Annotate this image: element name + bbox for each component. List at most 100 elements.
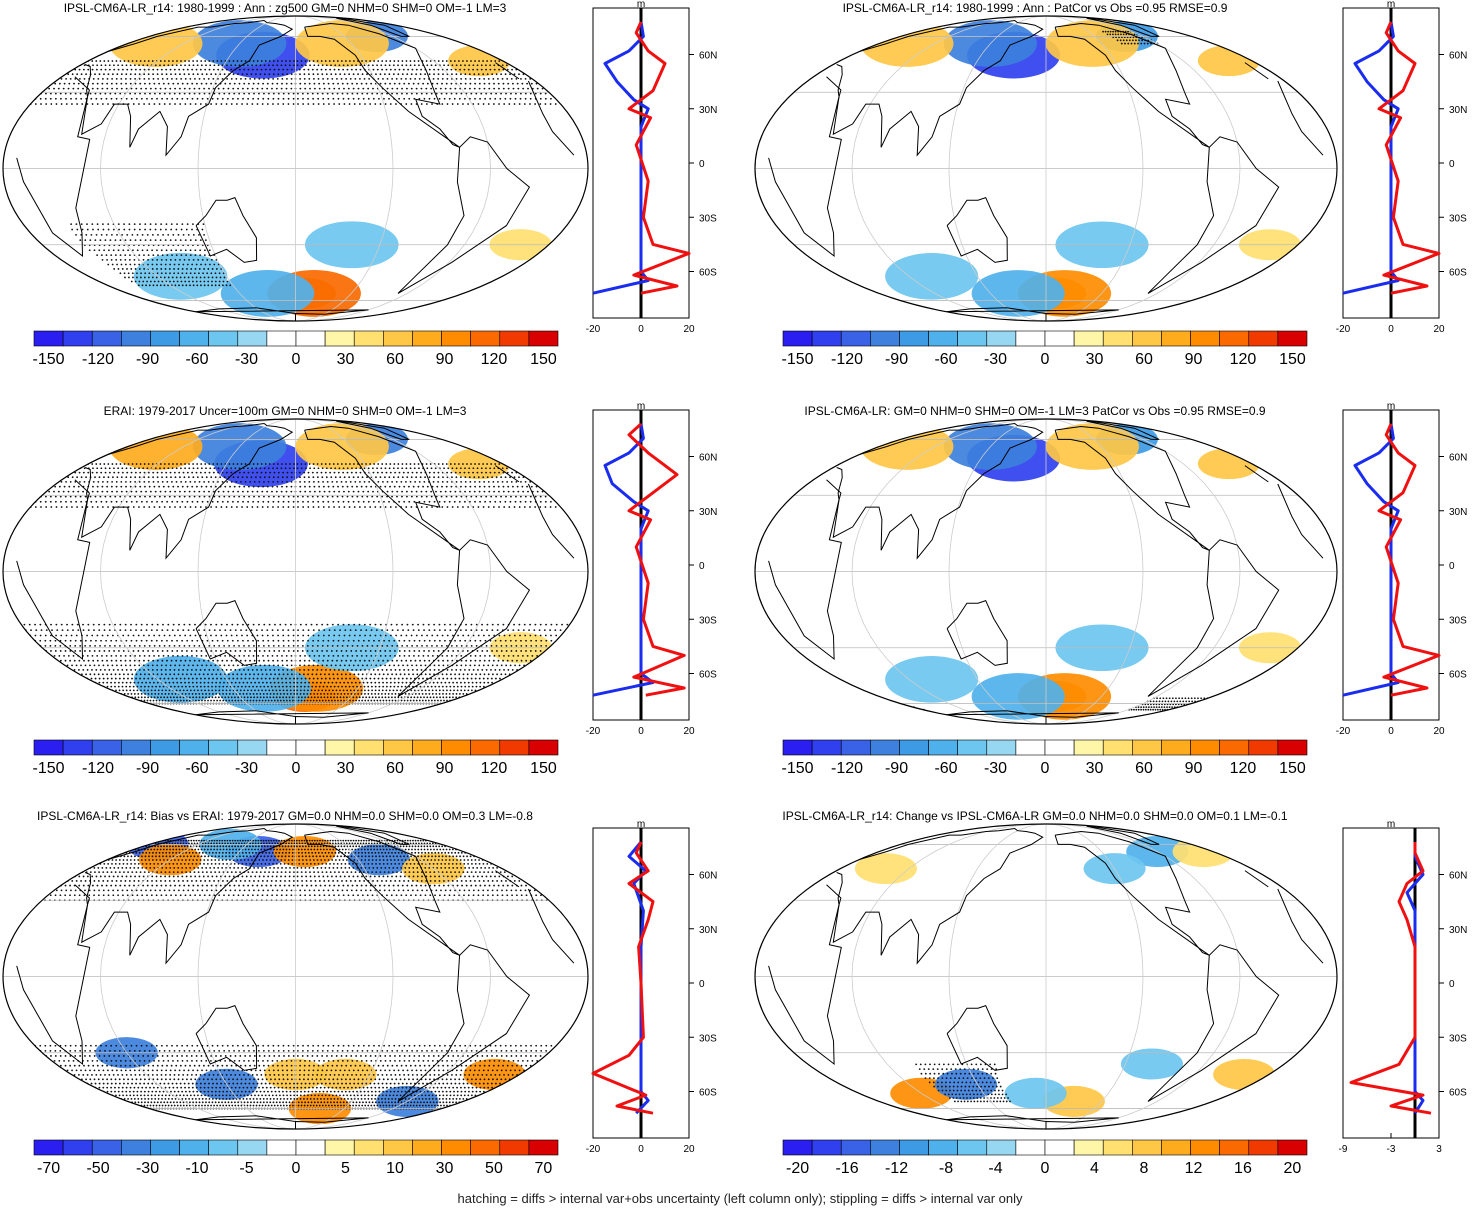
panel-4-coastline-4	[768, 479, 1324, 661]
panel-6-colorbar-label: -8	[939, 1160, 953, 1177]
panel-6-colorbar-swatch	[811, 1139, 842, 1156]
panel-2-title: IPSL-CM6A-LR_r14: 1980-1999 : Ann : PatC…	[843, 1, 1228, 15]
panel-3-colorbar-swatch	[91, 739, 122, 756]
panel-3-stipple-1	[29, 463, 557, 508]
panel-2-colorbar-label: 60	[1135, 351, 1153, 368]
panel-4-coastline-2	[1147, 539, 1280, 697]
panel-5-colorbar-label: 5	[341, 1160, 350, 1177]
panel-2-colorbar-swatch	[840, 330, 871, 347]
panel-6-colorbar-label: 8	[1140, 1160, 1149, 1177]
panel-6-colorbar-label: 16	[1234, 1160, 1252, 1177]
panel-5-stipple-2	[34, 1044, 553, 1110]
panel-2-anomaly-10	[885, 253, 979, 300]
panel-4-title: IPSL-CM6A-LR: GM=0 NHM=0 SHM=0 OM=-1 LM=…	[804, 404, 1265, 418]
panel-2-x-tick: 0	[1388, 324, 1394, 335]
panel-4-colorbar-swatch	[1044, 739, 1075, 756]
panel-4-zonal-profile: m 60N 30N 0 30S 60S -20 0 20	[1336, 401, 1468, 737]
panel-2-profile-unit: m	[1387, 0, 1395, 10]
panel-4: IPSL-CM6A-LR: GM=0 NHM=0 SHM=0 OM=-1 LM=…	[754, 401, 1468, 777]
panel-5-colorbar-swatch	[353, 1139, 384, 1156]
panel-5-colorbar-swatch	[150, 1139, 180, 1156]
panel-4-lon-line	[1045, 419, 1241, 724]
panel-1-title: IPSL-CM6A-LR_r14: 1980-1999 : Ann : zg50…	[64, 1, 507, 15]
panel-3-colorbar-swatch	[237, 739, 268, 756]
panel-6-anomaly-10	[1120, 1048, 1183, 1080]
panel-6-colorbar-swatch	[1073, 1139, 1104, 1156]
panel-3-x-tick: 20	[683, 726, 695, 737]
panel-4-colorbar-label: -150	[782, 760, 814, 777]
panel-3-lon-line	[295, 419, 394, 724]
panel-3-colorbar-swatch	[499, 739, 530, 756]
panel-4-x-tick: -20	[1336, 726, 1351, 737]
panel-1-colorbar-swatch	[383, 330, 413, 347]
panel-6-colorbar-swatch	[1132, 1139, 1162, 1156]
panel-1-coastline-3	[81, 19, 520, 157]
panel-3-lat-tick: 60S	[699, 670, 717, 681]
panel-1-colorbar-swatch	[208, 330, 239, 347]
panel-6-colorbar-swatch	[870, 1139, 900, 1156]
panel-3-anomaly-3	[108, 423, 203, 470]
panel-6-colorbar-swatch	[1219, 1139, 1250, 1156]
panel-5-lat-tick: 30N	[699, 925, 717, 936]
panel-3-coastline-6	[195, 710, 369, 724]
panel-5-colorbar-label: -50	[86, 1160, 109, 1177]
panel-4-colorbar-label: 90	[1185, 760, 1203, 777]
panel-2-profile-blue	[1342, 21, 1400, 295]
panel-5-lat-tick: 30S	[699, 1033, 717, 1044]
panel-4-profile-blue	[1342, 423, 1400, 697]
panel-4-colorbar-swatch	[1102, 739, 1133, 756]
panel-3-colorbar-swatch	[470, 739, 501, 756]
panel-2-coastline-5	[946, 196, 1008, 263]
panel-5-colorbar-swatch	[528, 1139, 559, 1156]
panel-2-lat-tick: 0	[1449, 159, 1455, 170]
panel-2-colorbar-swatch	[1248, 330, 1279, 347]
panel-6-colorbar-label: -20	[786, 1160, 809, 1177]
panel-2-zonal-profile: m 60N 30N 0 30S 60S -20 0 20	[1336, 0, 1468, 335]
panel-6-x-tick: -3	[1387, 1144, 1396, 1155]
panel-1-colorbar-label: 150	[530, 351, 557, 368]
panel-3-zonal-profile: m 60N 30N 0 30S 60S -20 0 20	[586, 401, 718, 737]
panel-1-colorbar-swatch	[412, 330, 442, 347]
panel-4-colorbar-swatch	[1015, 739, 1046, 756]
panel-3-anomaly-9	[217, 664, 311, 712]
panel-4-map-border	[754, 418, 1338, 725]
panel-6-lon-line	[948, 824, 1047, 1129]
panel-2-coastline-1	[1054, 22, 1210, 148]
panel-2-coastline-4	[768, 76, 1324, 258]
panel-1-colorbar-swatch	[179, 330, 209, 347]
panel-1-anomaly-9	[220, 270, 315, 317]
panel-2-lon-line	[851, 16, 1047, 321]
panel-5-colorbar-swatch	[412, 1139, 442, 1156]
panel-2-coastline-3	[832, 19, 1269, 157]
panel-4-profile-unit: m	[1387, 401, 1395, 412]
panel-2-lat-tick: 30S	[1449, 213, 1467, 224]
panel-4-colorbar-swatch	[1277, 739, 1308, 756]
panel-1-lat-tick: 60N	[699, 51, 717, 62]
panel-6: IPSL-CM6A-LR_r14: Change vs IPSL-CM6A-LR…	[754, 809, 1467, 1177]
panel-5-map-border	[2, 823, 589, 1130]
panel-5-x-tick: 20	[683, 1144, 695, 1155]
panel-2-map-border	[754, 15, 1338, 322]
panel-6-colorbar-label: -4	[988, 1160, 1002, 1177]
panel-4-lon-line	[948, 419, 1047, 724]
panel-6-lat-tick: 60S	[1449, 1088, 1467, 1099]
panel-6-lon-line	[1045, 824, 1144, 1129]
panel-4-colorbar-label: 30	[1086, 760, 1104, 777]
panel-5-colorbar-swatch	[383, 1139, 413, 1156]
panel-1-colorbar-swatch	[499, 330, 530, 347]
panel-5-colorbar-swatch	[266, 1139, 297, 1156]
panel-3-x-tick: 0	[638, 726, 644, 737]
panel-1-zonal-profile: m 60N 30N 0 30S 60S -20 0 20	[586, 0, 718, 335]
panel-5-colorbar-label: 10	[386, 1160, 404, 1177]
panel-1-colorbar-label: -60	[185, 351, 208, 368]
panel-4-colorbar-label: 120	[1230, 760, 1257, 777]
panel-2-anomaly-9	[971, 270, 1065, 317]
panel-5-colorbar: -70 -50 -30 -10 -5 0 5 10 30 50 70	[33, 1139, 559, 1177]
panel-4-colorbar-swatch	[928, 739, 958, 756]
panel-5-coastline-2	[397, 944, 531, 1102]
panel-5-x-tick: -20	[586, 1144, 601, 1155]
panel-2-colorbar-label: -60	[934, 351, 957, 368]
panel-5-colorbar-swatch	[179, 1139, 209, 1156]
panel-5-colorbar-label: 70	[535, 1160, 553, 1177]
footer-note: hatching = diffs > internal var+obs unce…	[458, 1191, 1023, 1206]
